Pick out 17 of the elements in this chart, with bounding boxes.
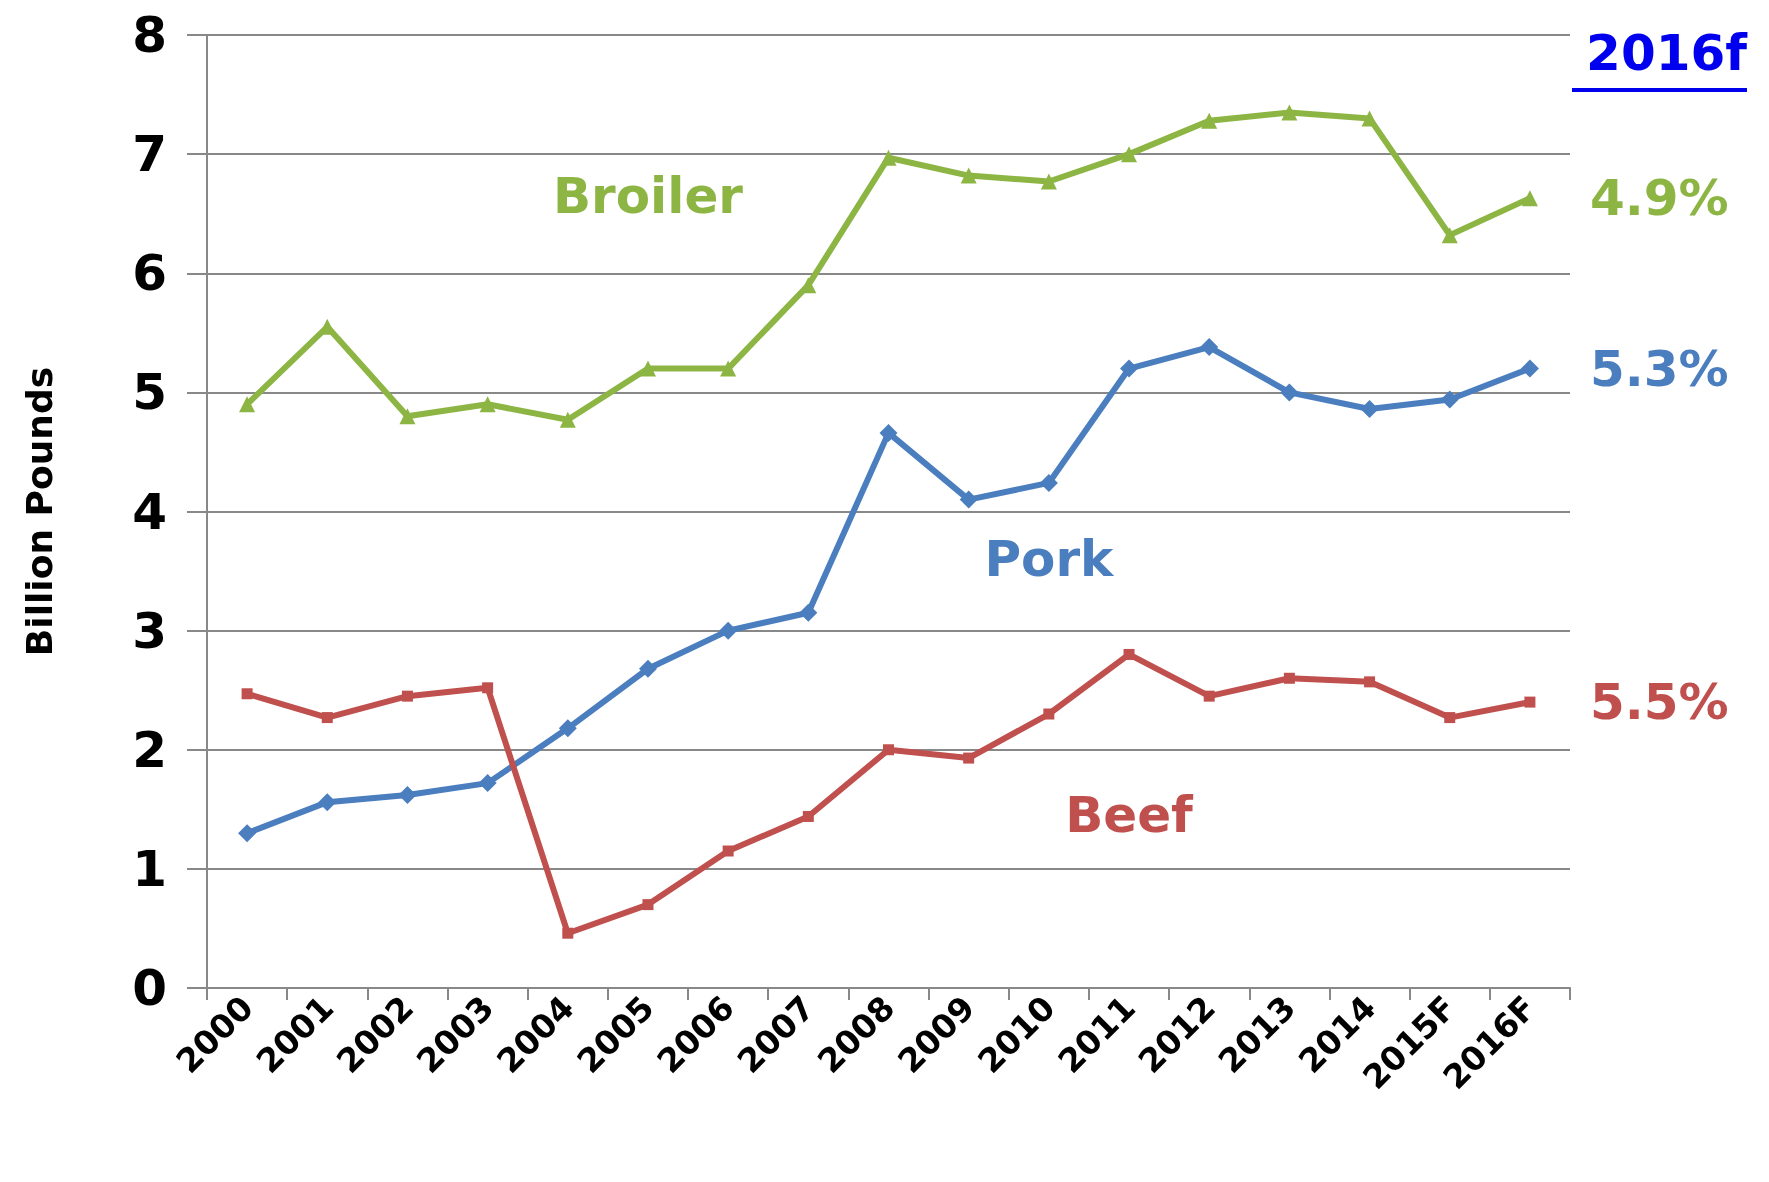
y-tick-label: 1 — [132, 839, 167, 898]
y-tick-label: 3 — [132, 601, 167, 660]
y-axis-title: Billion Pounds — [18, 366, 60, 657]
annotation: 5.3% — [1589, 339, 1729, 398]
series-label: Pork — [984, 530, 1116, 589]
y-tick-label: 2 — [132, 720, 167, 779]
annotation: 5.5% — [1589, 673, 1729, 732]
y-tick-label: 4 — [132, 482, 167, 541]
y-tick-label: 5 — [132, 363, 167, 422]
y-tick-label: 7 — [132, 125, 167, 184]
annotation: 4.9% — [1589, 169, 1729, 228]
y-tick-label: 0 — [132, 959, 167, 1017]
text: 2016f — [1586, 24, 1749, 82]
series-label: Broiler — [552, 166, 744, 225]
y-tick-label: 8 — [132, 6, 167, 64]
series-label: Beef — [1065, 786, 1195, 845]
y-tick-label: 6 — [132, 244, 167, 303]
